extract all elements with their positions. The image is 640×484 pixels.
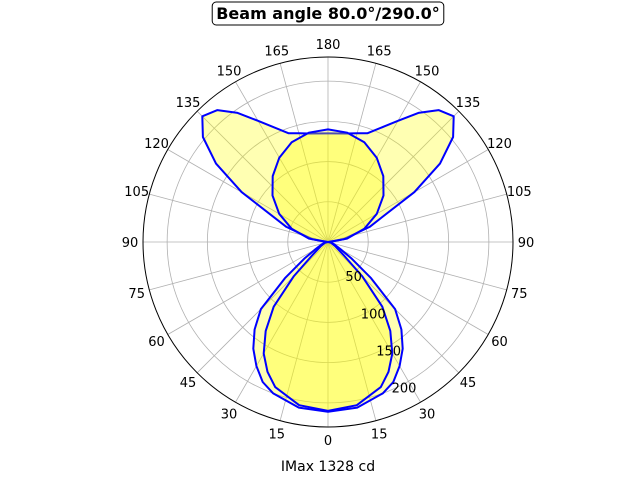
theta-tick-label: 60 <box>148 335 165 350</box>
theta-tick-label: 165 <box>264 45 289 60</box>
theta-tick-label: 45 <box>460 376 477 391</box>
angular-gridline <box>149 193 329 243</box>
theta-tick-label: 30 <box>419 408 436 423</box>
chart-title-box: Beam angle 80.0°/290.0° <box>211 1 445 26</box>
theta-tick-label: 45 <box>180 376 197 391</box>
theta-tick-label: 30 <box>221 408 238 423</box>
angular-gridline <box>327 110 460 243</box>
angular-gridline <box>235 241 329 403</box>
angular-gridline <box>327 241 507 291</box>
angular-gridline <box>327 241 489 335</box>
angular-gridline <box>327 81 421 243</box>
title-border <box>211 1 445 26</box>
angular-gridline <box>279 63 329 243</box>
series-2-line <box>262 128 394 412</box>
theta-tick-label: 75 <box>128 287 145 302</box>
angular-gridline <box>279 241 329 421</box>
theta-tick-label: 15 <box>269 427 286 442</box>
theta-tick-label: 135 <box>456 96 481 111</box>
angular-gridline <box>149 241 329 291</box>
chart-title: Beam angle 80.0°/290.0° <box>216 4 440 23</box>
series-1-line <box>201 109 455 413</box>
r-tick-label: 100 <box>361 307 386 322</box>
angular-gridline <box>327 193 507 243</box>
theta-tick-label: 15 <box>371 427 388 442</box>
angular-gridline <box>327 241 377 421</box>
r-tick-label: 150 <box>376 345 401 360</box>
theta-tick-label: 105 <box>507 185 532 200</box>
theta-tick-label: 105 <box>124 185 149 200</box>
series-layer <box>201 109 455 413</box>
angular-gridline <box>196 110 329 243</box>
theta-tick-label: 120 <box>487 137 512 152</box>
theta-tick-label: 60 <box>491 335 508 350</box>
polar-frame <box>142 56 514 428</box>
r-tick-label: 200 <box>392 382 417 397</box>
theta-tick-label: 75 <box>511 287 528 302</box>
theta-tick-label: 135 <box>176 96 201 111</box>
tick-labels: 0 15 15 30 30 45 45 60 60 75 75 90 90 105 105 120 120 135… <box>122 38 535 449</box>
theta-tick-label: 180 <box>316 38 341 53</box>
angular-gridline <box>327 241 421 403</box>
angular-gridline <box>235 81 329 243</box>
theta-tick-label: 150 <box>415 65 440 80</box>
theta-tick-label: 90 <box>518 236 535 251</box>
angular-gridline <box>327 63 377 243</box>
theta-tick-label: 0 <box>324 434 332 449</box>
r-tick-label: 50 <box>345 270 362 285</box>
series-2-fill <box>263 129 393 411</box>
angular-gridline <box>167 241 329 335</box>
theta-tick-label: 90 <box>122 236 139 251</box>
theta-tick-label: 120 <box>144 137 169 152</box>
theta-tick-label: 150 <box>217 65 242 80</box>
theta-tick-label: 165 <box>367 45 392 60</box>
x-axis-label: IMax 1328 cd <box>281 459 375 475</box>
